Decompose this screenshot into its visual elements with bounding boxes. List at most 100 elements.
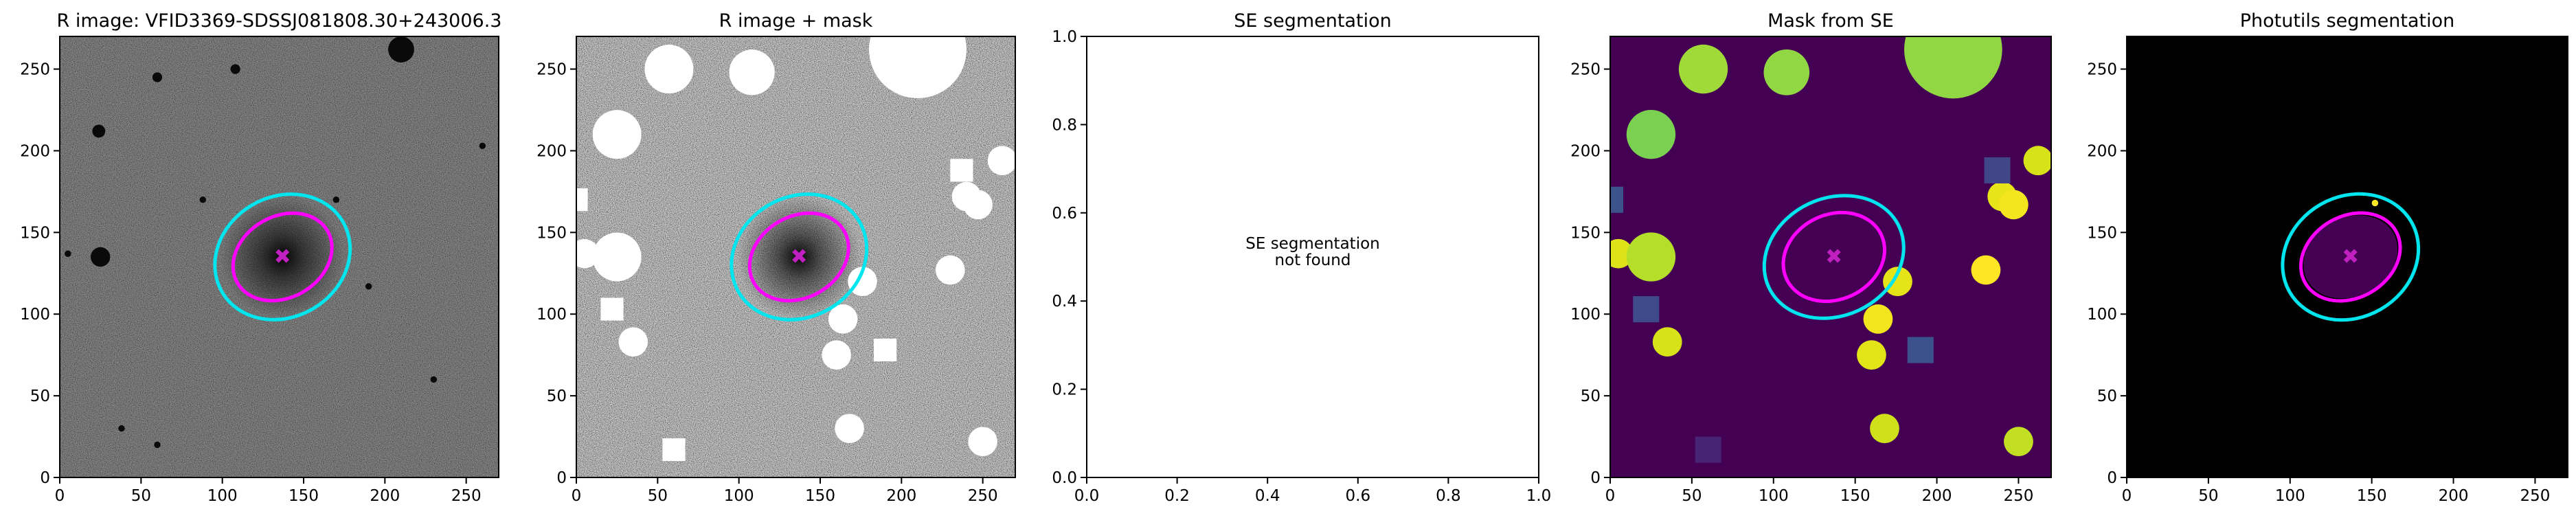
x-tick-label: 200 (370, 487, 400, 505)
x-tick-label: 100 (207, 487, 238, 505)
aperture (1781, 210, 1886, 304)
y-tick-label: 50 (547, 387, 567, 405)
y-tick-label: 0.0 (1052, 469, 1077, 487)
star (388, 36, 414, 63)
star (332, 196, 340, 203)
image: ✖ (1610, 36, 2051, 477)
star (479, 142, 486, 150)
y-tick-label: 200 (2087, 142, 2117, 160)
mask-blob (729, 49, 775, 95)
y-tick-label: 50 (1581, 387, 1601, 405)
mask-blob (1763, 49, 1810, 95)
aperture (2298, 211, 2402, 303)
mask-blob (869, 36, 967, 99)
axes-frame (59, 36, 499, 478)
segment (2303, 215, 2398, 299)
y-tick-label: 200 (20, 142, 50, 160)
star (230, 64, 240, 74)
mask-blob (644, 45, 694, 94)
axes-title: Mask from SE (1767, 10, 1894, 32)
y-tick-label: 100 (2087, 306, 2117, 324)
y-tick-label: 200 (1570, 142, 1601, 160)
mask-blob (1626, 232, 1676, 282)
x-tick-label: 250 (2520, 487, 2550, 505)
x-tick-label: 250 (968, 487, 998, 505)
x-tick-label: 250 (2003, 487, 2033, 505)
aperture (213, 192, 352, 322)
y-tick-label: 50 (30, 387, 50, 405)
x-tick-label: 200 (886, 487, 916, 505)
panel: ✖ Mask from SE 0 50 100 150 200 250 0 50 100 150 200… (1570, 10, 2052, 505)
y-tick-label: 150 (536, 224, 567, 242)
x-tick-label: 0.0 (1074, 487, 1100, 505)
center-marker: ✖ (791, 245, 808, 269)
y-tick-label: 150 (2087, 224, 2117, 242)
x-tick-label: 100 (724, 487, 754, 505)
mask-blob (828, 304, 858, 334)
mask-blob (2023, 146, 2051, 176)
mask-square (1633, 296, 1660, 323)
aperture (231, 211, 334, 303)
segment-dot (2371, 199, 2379, 207)
x-tick-label: 150 (289, 487, 319, 505)
mask-blob (1678, 44, 1728, 94)
star (365, 283, 372, 290)
mask-blob (822, 340, 851, 370)
star (152, 72, 163, 82)
x-tick-label: 100 (2275, 487, 2305, 505)
center-marker: ✖ (1825, 245, 1842, 269)
x-tick-label: 150 (805, 487, 835, 505)
x-tick-label: 50 (1682, 487, 1702, 505)
mask-blob (1652, 327, 1682, 357)
x-tick-label: 150 (1840, 487, 1871, 505)
star (430, 376, 438, 383)
y-tick-label: 0.2 (1052, 381, 1077, 399)
mask-square (576, 188, 588, 212)
axes-frame (576, 36, 1016, 478)
annotation-line: SE segmentation (1245, 235, 1379, 253)
mask-blob (936, 255, 965, 285)
mask-blob (1870, 414, 1899, 444)
mask-blob (1904, 36, 2002, 99)
mask-square (874, 338, 897, 362)
mask-square (1695, 436, 1721, 463)
axes-title: R image + mask (719, 10, 873, 32)
x-tick-label: 0 (1605, 487, 1616, 505)
x-tick-label: 0 (55, 487, 65, 505)
center-marker: ✖ (274, 245, 291, 269)
y-tick-label: 200 (536, 142, 567, 160)
x-tick-label: 200 (2439, 487, 2469, 505)
x-tick-label: 200 (1922, 487, 1952, 505)
mask-blob (1998, 190, 2029, 220)
y-tick-label: 100 (536, 306, 567, 324)
x-tick-label: 0 (2122, 487, 2132, 505)
image: ✖ (576, 36, 1015, 477)
aperture (747, 211, 850, 303)
mask-blob (1971, 255, 2001, 285)
mask-blob (835, 414, 864, 443)
x-tick-label: 150 (2357, 487, 2387, 505)
center-marker: ✖ (2342, 245, 2359, 269)
x-tick-label: 250 (451, 487, 482, 505)
mask-square (1984, 157, 2011, 183)
mask-blob (618, 327, 648, 357)
mask-blob (968, 427, 997, 456)
y-tick-label: 250 (1570, 61, 1601, 79)
x-tick-label: 1.0 (1526, 487, 1552, 505)
axes-frame (2126, 36, 2568, 478)
mask-blob (848, 267, 877, 296)
y-tick-label: 0.4 (1052, 293, 1077, 311)
x-tick-label: 0 (572, 487, 582, 505)
y-tick-label: 250 (536, 61, 567, 79)
star (65, 250, 71, 257)
y-tick-label: 250 (2087, 61, 2117, 79)
star (90, 247, 111, 267)
image: ✖ (60, 36, 499, 477)
mask-blob (2004, 427, 2033, 457)
axes-frame (1086, 36, 1539, 478)
panel: ✖ R image: VFID3369-SDSSJ081808.30+243006… (20, 10, 501, 505)
x-tick-label: 50 (2198, 487, 2218, 505)
aperture (2281, 192, 2421, 322)
y-tick-label: 0 (40, 469, 50, 487)
